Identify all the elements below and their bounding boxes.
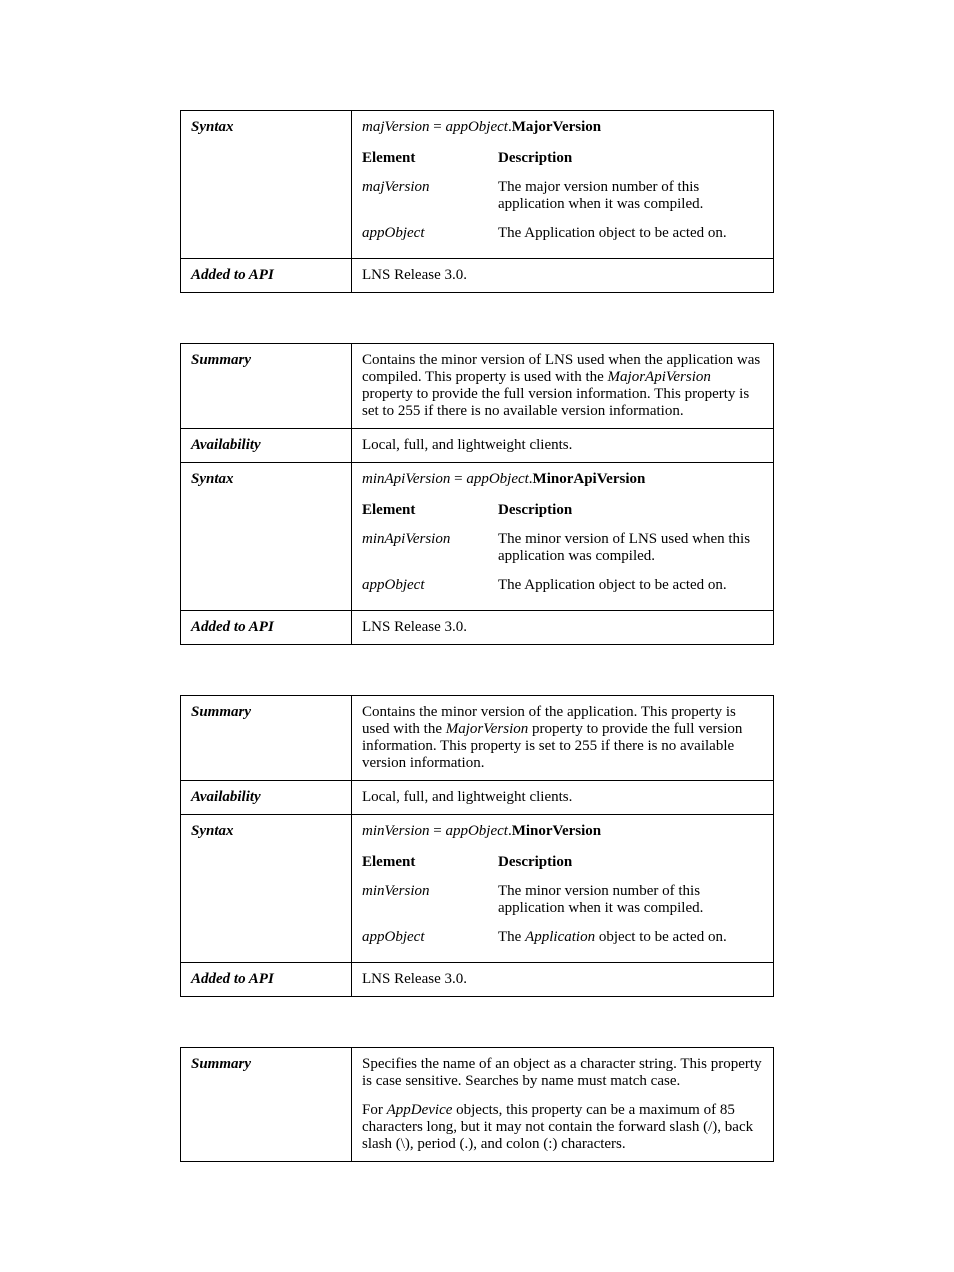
page-container: SyntaxmajVersion = appObject.MajorVersio… [0, 0, 954, 1272]
parameter-name: majVersion [362, 175, 498, 221]
table-row: Syntax minApiVersion = appObject.MinorApi… [181, 463, 774, 611]
property-table: SummaryContains the minor version of the… [180, 695, 774, 997]
table-row: SyntaxminVersion = appObject.MinorVersio… [181, 815, 774, 963]
table-row: SummaryContains the minor version of LNS… [181, 344, 774, 429]
syntax-expression: majVersion = appObject.MajorVersion [362, 119, 763, 136]
parameter-name: appObject [362, 221, 498, 250]
row-label: Availability [181, 781, 352, 815]
row-label: Availability [181, 429, 352, 463]
column-header-element: Element [362, 850, 498, 879]
table-row: Added to APILNS Release 3.0. [181, 259, 774, 293]
paragraph: For AppDevice objects, this property can… [362, 1102, 763, 1153]
parameter-description: The Application object to be acted on. [498, 925, 763, 954]
row-label: Added to API [181, 611, 352, 645]
row-content: Local, full, and lightweight clients. [352, 429, 774, 463]
row-content: Contains the minor version of LNS used w… [352, 344, 774, 429]
parameter-description: The minor version of LNS used when this … [498, 527, 763, 573]
column-header-description: Description [498, 146, 763, 175]
parameter-description: The major version number of this applica… [498, 175, 763, 221]
table-row: SummaryContains the minor version of the… [181, 696, 774, 781]
parameter-name: appObject [362, 925, 498, 954]
paragraph: Specifies the name of an object as a cha… [362, 1056, 763, 1090]
row-content: minVersion = appObject.MinorVersion Eleme… [352, 815, 774, 963]
column-header-element: Element [362, 498, 498, 527]
row-label: Summary [181, 696, 352, 781]
table-row: AvailabilityLocal, full, and lightweight… [181, 429, 774, 463]
row-label: Summary [181, 344, 352, 429]
parameter-name: minApiVersion [362, 527, 498, 573]
syntax-expression: minVersion = appObject.MinorVersion [362, 823, 763, 840]
parameter-row: minApiVersionThe minor version of LNS us… [362, 527, 763, 573]
table-row: Summary Specifies the name of an object a… [181, 1048, 774, 1162]
parameter-row: minVersionThe minor version number of th… [362, 879, 763, 925]
row-content: Contains the minor version of the applic… [352, 696, 774, 781]
property-table: Summary Specifies the name of an object a… [180, 1047, 774, 1162]
parameter-description: The Application object to be acted on. [498, 221, 763, 250]
row-label: Added to API [181, 963, 352, 997]
parameter-row: majVersionThe major version number of th… [362, 175, 763, 221]
row-content: minApiVersion = appObject.MinorApiVersio… [352, 463, 774, 611]
row-content: majVersion = appObject.MajorVersion Eleme… [352, 111, 774, 259]
paragraph: Contains the minor version of the applic… [362, 704, 763, 772]
syntax-expression: minApiVersion = appObject.MinorApiVersio… [362, 471, 763, 488]
table-row: Added to APILNS Release 3.0. [181, 963, 774, 997]
parameter-name: appObject [362, 573, 498, 602]
property-table: SyntaxmajVersion = appObject.MajorVersio… [180, 110, 774, 293]
parameter-name: minVersion [362, 879, 498, 925]
parameter-description: The Application object to be acted on. [498, 573, 763, 602]
parameter-table: ElementDescriptionminApiVersionThe minor… [362, 498, 763, 602]
paragraph: Contains the minor version of LNS used w… [362, 352, 763, 420]
column-header-element: Element [362, 146, 498, 175]
column-header-description: Description [498, 850, 763, 879]
row-content: Local, full, and lightweight clients. [352, 781, 774, 815]
row-content: LNS Release 3.0. [352, 259, 774, 293]
parameter-row: appObjectThe Application object to be ac… [362, 221, 763, 250]
row-content: LNS Release 3.0. [352, 611, 774, 645]
table-row: SyntaxmajVersion = appObject.MajorVersio… [181, 111, 774, 259]
column-header-description: Description [498, 498, 763, 527]
row-label: Summary [181, 1048, 352, 1162]
parameter-row: appObjectThe Application object to be ac… [362, 925, 763, 954]
parameter-table: ElementDescriptionmajVersionThe major ve… [362, 146, 763, 250]
parameter-description: The minor version number of this applica… [498, 879, 763, 925]
row-content: LNS Release 3.0. [352, 963, 774, 997]
table-row: AvailabilityLocal, full, and lightweight… [181, 781, 774, 815]
row-label: Syntax [181, 111, 352, 259]
row-content: Specifies the name of an object as a cha… [352, 1048, 774, 1162]
table-row: Added to APILNS Release 3.0. [181, 611, 774, 645]
parameter-row: appObjectThe Application object to be ac… [362, 573, 763, 602]
property-table: SummaryContains the minor version of LNS… [180, 343, 774, 645]
row-label: Syntax [181, 463, 352, 611]
parameter-table: ElementDescriptionminVersionThe minor ve… [362, 850, 763, 954]
row-label: Added to API [181, 259, 352, 293]
row-label: Syntax [181, 815, 352, 963]
